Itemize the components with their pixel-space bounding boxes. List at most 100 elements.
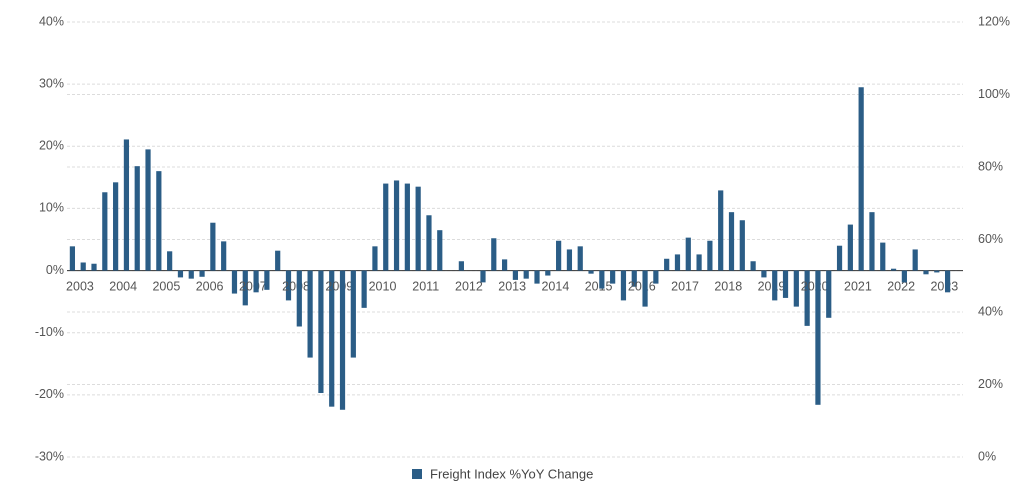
y2-tick-label: 0% xyxy=(978,449,996,463)
legend-label: Freight Index %YoY Change xyxy=(430,466,593,481)
bar xyxy=(177,270,184,278)
bar xyxy=(372,246,378,271)
bar xyxy=(599,270,605,289)
bar xyxy=(231,270,238,294)
bar xyxy=(804,270,810,326)
bar xyxy=(728,212,735,271)
y2-tick-label: 100% xyxy=(978,87,1010,101)
x-tick-label: 2011 xyxy=(412,279,439,293)
bar xyxy=(750,261,756,271)
bar xyxy=(102,192,108,271)
y-tick-label: -10% xyxy=(35,325,64,339)
x-tick-label: 2008 xyxy=(282,279,310,293)
bar xyxy=(664,258,670,271)
y-tick-label: 20% xyxy=(39,139,64,153)
y-tick-label: -20% xyxy=(35,387,64,401)
bar xyxy=(145,149,151,271)
bar xyxy=(188,270,194,279)
bar xyxy=(167,251,173,271)
y-tick-label: 10% xyxy=(39,201,64,215)
bar xyxy=(631,270,637,287)
y-tick-label: -30% xyxy=(35,449,64,463)
y2-tick-label: 80% xyxy=(978,159,1003,173)
x-tick-label: 2016 xyxy=(628,279,656,293)
y-tick-label: 0% xyxy=(46,263,64,277)
x-tick-label: 2010 xyxy=(369,279,397,293)
bar xyxy=(80,262,86,271)
bar xyxy=(156,171,162,271)
x-tick-label: 2014 xyxy=(541,279,569,293)
x-tick-label: 2004 xyxy=(109,279,137,293)
bar xyxy=(890,268,897,271)
bar xyxy=(826,270,832,318)
y-tick-label: 30% xyxy=(39,76,64,90)
bar xyxy=(545,270,551,276)
bar xyxy=(512,270,519,280)
bar xyxy=(393,180,400,271)
x-tick-label: 2013 xyxy=(498,279,526,293)
x-tick-label: 2007 xyxy=(239,279,267,293)
bar xyxy=(782,270,789,298)
x-tick-label: 2005 xyxy=(152,279,180,293)
bar xyxy=(221,241,227,271)
x-tick-label: 2003 xyxy=(66,279,94,293)
bar xyxy=(134,166,140,271)
bar xyxy=(556,240,562,271)
bar xyxy=(415,186,421,271)
bar xyxy=(307,270,313,358)
bar xyxy=(847,224,853,271)
bar xyxy=(934,270,940,273)
y2-tick-label: 120% xyxy=(978,14,1010,28)
bar xyxy=(912,249,918,271)
bar xyxy=(923,270,929,275)
bar xyxy=(480,270,486,283)
bar xyxy=(696,254,702,271)
bar xyxy=(588,270,594,274)
x-tick-label: 2023 xyxy=(930,279,958,293)
x-tick-label: 2015 xyxy=(585,279,613,293)
bar xyxy=(437,230,443,271)
bar xyxy=(123,139,130,271)
bar xyxy=(296,270,302,327)
bar xyxy=(815,270,821,405)
bar xyxy=(620,270,627,301)
bar xyxy=(534,270,540,284)
bar xyxy=(242,270,248,306)
bar xyxy=(404,183,410,271)
bar xyxy=(793,270,799,307)
bar xyxy=(383,183,389,271)
bar xyxy=(491,238,497,271)
bar xyxy=(739,220,745,271)
bar xyxy=(772,270,778,301)
bar xyxy=(610,270,616,284)
bar xyxy=(858,87,864,271)
x-tick-label: 2012 xyxy=(455,279,483,293)
bar xyxy=(275,250,281,271)
bar xyxy=(264,270,270,290)
bar xyxy=(361,270,367,308)
x-tick-label: 2020 xyxy=(801,279,829,293)
x-tick-label: 2009 xyxy=(325,279,353,293)
x-tick-label: 2019 xyxy=(758,279,786,293)
bar xyxy=(869,212,875,271)
bar xyxy=(329,270,335,407)
bar xyxy=(253,270,259,293)
bar xyxy=(880,242,886,271)
bar xyxy=(577,246,583,271)
bar xyxy=(653,270,659,284)
bar xyxy=(91,263,97,271)
y2-tick-label: 20% xyxy=(978,377,1003,391)
y2-tick-label: 40% xyxy=(978,304,1003,318)
bar xyxy=(674,254,681,271)
bar xyxy=(426,215,432,271)
bar xyxy=(210,222,216,271)
bar xyxy=(901,270,907,283)
bar xyxy=(350,270,356,358)
bar xyxy=(285,270,292,301)
bar xyxy=(707,240,713,271)
bar xyxy=(339,270,346,410)
bar xyxy=(566,249,573,271)
bar xyxy=(523,270,529,279)
bar xyxy=(718,190,724,271)
